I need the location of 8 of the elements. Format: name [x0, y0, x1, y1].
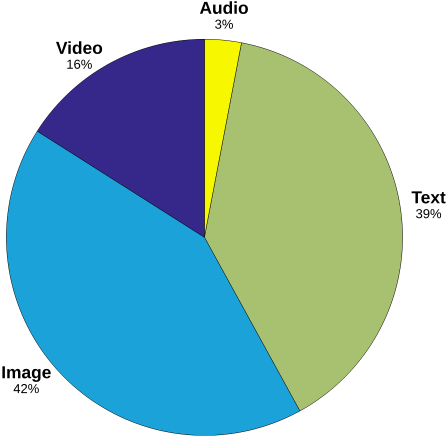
data-label: 3%	[215, 20, 233, 29]
slice-label: Text	[412, 191, 446, 204]
slice-label: Audio	[200, 1, 248, 14]
data-label: 42%	[14, 384, 39, 394]
slice-label: Video	[56, 41, 102, 54]
slice-label: Image	[2, 366, 51, 382]
data-label: 39%	[416, 209, 442, 218]
data-label: 16%	[67, 60, 92, 69]
